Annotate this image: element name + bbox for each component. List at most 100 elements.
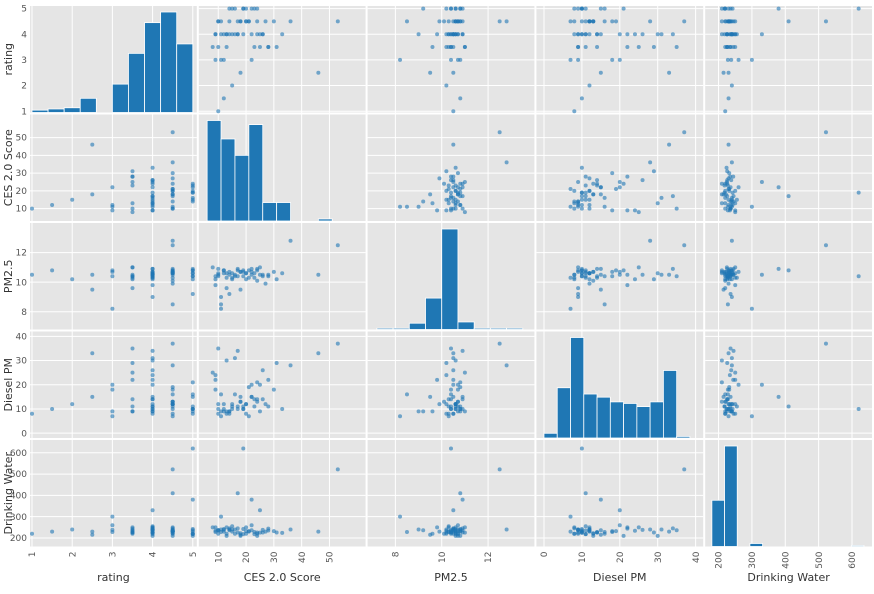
scatter-point [421,528,426,533]
scatter-point [221,409,226,414]
scatter-point [576,45,581,50]
scatter-point [610,269,615,274]
scatter-point [632,277,637,282]
scatter-point [30,272,35,277]
scatter-point [460,32,465,37]
scatter-point [444,45,449,50]
scatter-point [667,142,672,147]
scatter-point [719,380,724,385]
scatter-point [579,6,584,11]
scatter-point [444,188,449,193]
scatter-point [725,266,730,271]
scatter-point [451,178,456,183]
y-tick-label: 20 [16,381,28,391]
scatter-point [219,306,224,311]
scatter-point [219,57,224,62]
scatter-point [150,199,155,204]
scatter-point [252,404,257,409]
scatter-point [190,497,195,502]
scatter-point [252,6,257,11]
scatter-point [648,527,653,532]
scatter-point [437,529,442,534]
scatter-point [733,411,738,416]
scatter-point [227,19,232,24]
scatter-point [729,32,734,37]
scatter-point [190,274,195,279]
scatter-point [621,181,626,186]
scatter-point [150,181,155,186]
scatter-point [632,208,637,213]
scatter-point [210,45,215,50]
scatter-point [587,83,592,88]
scatter-point [583,174,588,179]
panel-background [30,114,197,221]
scatter-point [130,530,135,535]
scatter-point [130,397,135,402]
y-tick-label: 30 [16,169,28,179]
scatter-point [252,45,257,50]
scatter-point [150,283,155,288]
scatter-point [625,272,630,277]
panel-0-0 [30,6,197,113]
scatter-point [252,397,257,402]
scatter-point [170,130,175,135]
scatter-point [335,243,340,248]
scatter-point [244,19,249,24]
scatter-point [451,142,456,147]
scatter-point [729,238,734,243]
scatter-point [90,394,95,399]
scatter-point [444,6,449,11]
scatter-point [316,351,321,356]
scatter-point [435,377,440,382]
scatter-point [602,302,607,307]
scatter-point [587,206,592,211]
scatter-point [595,530,600,535]
scatter-point [462,525,467,530]
scatter-point [572,206,577,211]
y-axis-label: CES 2.0 Score [2,129,15,206]
scatter-point [583,45,588,50]
histogram-bar [206,120,222,222]
scatter-point [190,190,195,195]
scatter-point [150,190,155,195]
scatter-point [150,348,155,353]
y-tick-label: 8 [21,308,27,318]
scatter-point [232,531,237,536]
scatter-point [130,286,135,291]
scatter-point [90,192,95,197]
scatter-point [190,268,195,273]
y-tick-label: 20 [16,187,28,197]
scatter-point [595,32,600,37]
scatter-point [446,525,451,530]
scatter-point [216,528,221,533]
scatter-point [640,527,645,532]
scatter-point [736,185,741,190]
scatter-point [451,394,456,399]
scatter-point [274,45,279,50]
scatter-point [449,6,453,11]
scatter-point [430,45,435,50]
scatter-point [749,204,754,209]
scatter-point [667,70,672,75]
scatter-point [216,402,221,407]
scatter-point [458,96,463,101]
scatter-point [213,373,218,378]
scatter-point [726,281,731,286]
scatter-point [150,508,155,513]
scatter-point [421,199,426,204]
scatter-point [462,370,467,375]
scatter-point [595,266,600,271]
y-axis-label: PM2.5 [2,259,15,293]
scatter-point [70,197,75,202]
scatter-point [725,387,730,392]
panel-background [198,6,366,113]
histogram-bar [711,499,725,547]
scatter-point [598,6,603,11]
scatter-point [110,514,115,519]
scatter-point [274,277,279,282]
histogram-bar [276,202,291,222]
scatter-point [458,385,463,390]
scatter-point [728,185,733,190]
scatter-point [625,526,630,531]
